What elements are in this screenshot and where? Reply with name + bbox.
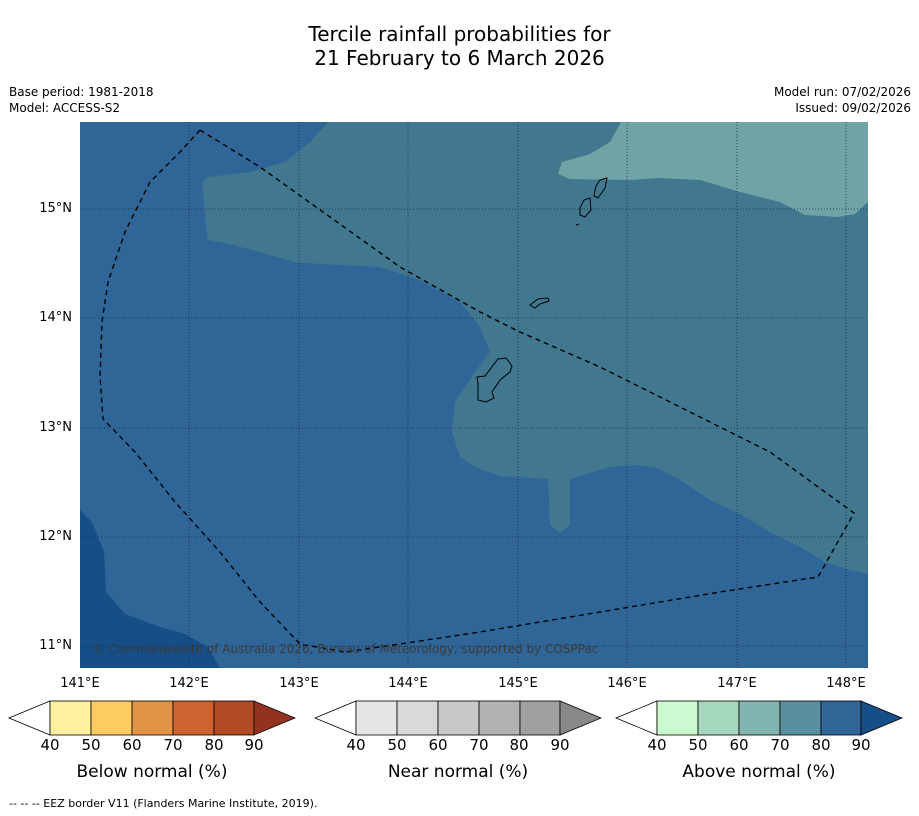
map-panel [80,122,868,668]
cbar-below-tick-90: 90 [244,736,264,754]
cbar-above-tick-60: 60 [729,736,749,754]
cbar-above-50-60 [697,700,740,736]
cbar-near-ext-low [314,700,357,736]
lat-label-15n: 15°N [39,201,72,216]
cbar-near-80-90 [519,700,561,736]
lat-label-12n: 12°N [39,529,72,544]
colorbar-near-normal [314,700,602,736]
lon-label-142e: 142°E [169,676,209,691]
cbar-near-60-70 [437,700,480,736]
cbar-near-title: Near normal (%) [387,762,529,782]
lat-label-14n: 14°N [39,310,72,325]
island-guam [476,357,513,403]
cbar-near-tick-50: 50 [387,736,407,754]
lon-label-148e: 148°E [826,676,866,691]
cbar-below-60-70 [131,700,174,736]
title-line-1: Tercile rainfall probabilities for [308,22,611,46]
cbar-below-tick-40: 40 [40,736,60,754]
cbar-above-ext-high [860,700,903,736]
cbar-above-tick-50: 50 [688,736,708,754]
cbar-below-ext-high [253,700,296,736]
island-aguijan [575,223,580,226]
issued-date: Issued: 09/02/2026 [795,101,911,115]
model-run: Model run: 07/02/2026 [773,85,911,99]
cbar-below-tick-70: 70 [163,736,183,754]
cbar-near-tick-60: 60 [428,736,448,754]
meta-left: Base period: 1981-2018 Model: ACCESS-S2 [9,84,154,116]
lon-label-147e: 147°E [717,676,757,691]
cbar-near-tick-70: 70 [469,736,489,754]
cbar-near-tick-40: 40 [346,736,366,754]
cbar-near-40-50 [355,700,398,736]
title-line-2: 21 February to 6 March 2026 [314,46,605,70]
meta-right: Model run: 07/02/2026 Issued: 09/02/2026 [774,84,911,116]
region-above-80-90 [80,510,220,668]
cbar-below-tick-60: 60 [122,736,142,754]
lat-label-13n: 13°N [39,420,72,435]
cbar-above-tick-90: 90 [851,736,871,754]
copyright-notice: © Commonwealth of Australia 2026, Bureau… [93,642,599,656]
island-rota [529,297,550,309]
cbar-above-tick-40: 40 [647,736,667,754]
cbar-above-80-90 [820,700,862,736]
cbar-below-80-90 [213,700,255,736]
cbar-below-tick-50: 50 [81,736,101,754]
eez-legend-note: -- -- -- EEZ border V11 (Flanders Marine… [9,797,318,810]
lon-label-141e: 141°E [60,676,100,691]
cbar-below-40-50 [49,700,92,736]
cbar-above-ext-low [615,700,658,736]
cbar-below-ext-low [8,700,51,736]
cbar-above-40-50 [656,700,699,736]
island-tinian [579,197,592,218]
cbar-below-70-80 [172,700,215,736]
region-above-60-70 [202,122,868,574]
cbar-near-50-60 [396,700,439,736]
cbar-above-60-70 [738,700,781,736]
base-period: Base period: 1981-2018 [9,85,154,99]
cbar-near-ext-high [559,700,602,736]
cbar-above-tick-70: 70 [770,736,790,754]
eez-border [99,129,855,653]
islands [476,177,608,403]
model-name: Model: ACCESS-S2 [9,101,121,115]
lat-label-11n: 11°N [39,638,72,653]
cbar-above-title: Above normal (%) [682,762,836,782]
cbar-near-tick-90: 90 [550,736,570,754]
graticule [80,122,868,668]
cbar-below-tick-80: 80 [204,736,224,754]
cbar-below-50-60 [90,700,133,736]
lon-label-144e: 144°E [388,676,428,691]
colorbar-below-normal [8,700,296,736]
cbar-below-title: Below normal (%) [76,762,228,782]
cbar-near-70-80 [478,700,521,736]
cbar-near-tick-80: 80 [509,736,529,754]
lon-label-146e: 146°E [607,676,647,691]
cbar-above-70-80 [779,700,822,736]
chart-title: Tercile rainfall probabilities for 21 Fe… [0,22,919,70]
colorbar-above-normal [615,700,903,736]
region-above-50-60 [558,122,868,217]
lon-label-145e: 145°E [498,676,538,691]
map-svg [80,122,868,668]
cbar-above-tick-80: 80 [811,736,831,754]
island-saipan [593,177,608,199]
lon-label-143e: 143°E [279,676,319,691]
